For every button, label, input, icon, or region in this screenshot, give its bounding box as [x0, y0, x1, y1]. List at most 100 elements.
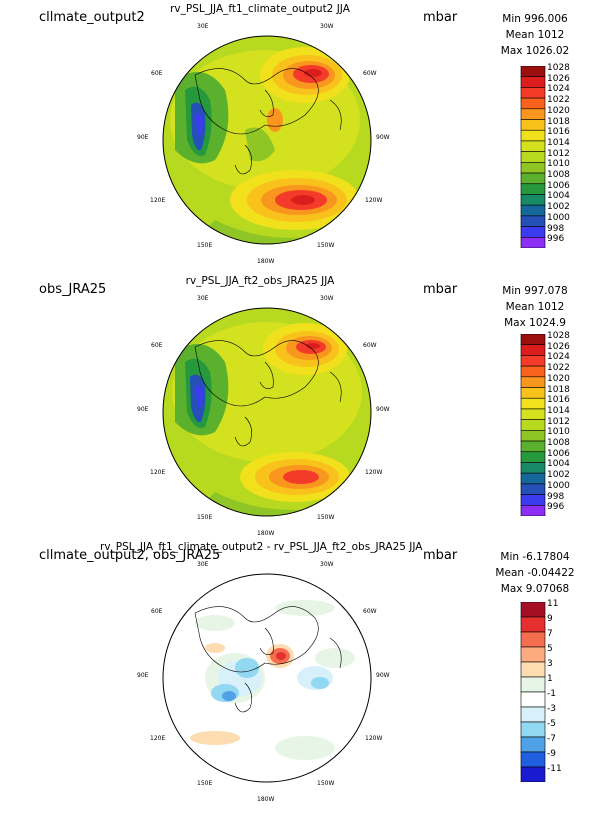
panel-climate-output2: cllmate_output2 rv_PSL_JJA_ft1_climate_o… — [0, 0, 606, 270]
stat-min: Min 996.006 — [502, 13, 568, 25]
colorbar-swatch — [520, 661, 546, 678]
colorbar-label: 5 — [547, 644, 553, 654]
stat-min: Min 997.078 — [502, 285, 568, 297]
panel-center-title: rv_PSL_JJA_ft1_climate_output2 JJA — [170, 3, 350, 15]
colorbar-label: 1016 — [547, 395, 570, 406]
colorbar-swatch — [520, 87, 546, 99]
panel-left-title: obs_JRA25 — [39, 282, 107, 297]
colorbar-swatch — [520, 376, 546, 388]
colorbar-label: 11 — [547, 599, 559, 609]
colorbar-swatch — [520, 76, 546, 88]
lon-label: 180W — [257, 796, 275, 803]
colorbar-label: 1004 — [547, 459, 570, 470]
colorbar-label: 1012 — [547, 416, 570, 427]
polar-map: 30E 30W 60E 60W 90E 90W 120E 120W 150E 1… — [137, 292, 390, 537]
lon-label: 30W — [320, 23, 334, 30]
colorbar-label: 1010 — [547, 427, 570, 438]
colorbar-swatch — [520, 140, 546, 152]
colorbar-label: 1004 — [547, 191, 570, 202]
colorbar-swatch — [520, 172, 546, 185]
panel-left-title: cllmate_output2, obs_JRA25 — [39, 548, 221, 563]
colorbar-swatch — [520, 355, 546, 367]
colorbar-swatch — [520, 365, 546, 378]
colorbar-swatch — [520, 162, 546, 174]
colorbar-label: -11 — [547, 764, 562, 774]
colorbar-label: 1008 — [547, 438, 570, 449]
colorbar-swatch — [520, 472, 546, 485]
colorbar-label: 1024 — [547, 352, 570, 363]
lon-label: 150E — [197, 780, 213, 787]
colorbar-swatch — [520, 440, 546, 453]
colorbar-swatch — [520, 494, 546, 506]
panel-stats: Min 996.006 Mean 1012 Max 1026.02 — [490, 11, 580, 59]
lon-label: 150W — [317, 780, 335, 787]
colorbar-label: 998 — [547, 491, 565, 502]
colorbar-swatches — [520, 334, 546, 516]
colorbar-swatch — [520, 721, 546, 738]
stat-max: Max 1026.02 — [500, 45, 570, 57]
lon-label: 90W — [376, 134, 390, 141]
colorbar-swatch — [520, 108, 546, 120]
colorbar-swatch — [520, 119, 546, 131]
colorbar-label: 1022 — [547, 95, 570, 106]
lon-label: 30W — [320, 295, 334, 302]
stat-min: Min -6.17804 — [500, 551, 570, 563]
colorbar-label: 1006 — [547, 448, 570, 459]
lon-label: 120W — [365, 197, 383, 204]
panel-center-title: rv_PSL_JJA_ft2_obs_JRA25 JJA — [185, 275, 335, 287]
colorbar-label: 1008 — [547, 170, 570, 181]
colorbar-swatches — [520, 66, 546, 248]
polar-map: 30E 30W 60E 60W 90E 90W 120E 120W 150E 1… — [137, 20, 390, 265]
colorbar-swatch — [520, 766, 546, 782]
colorbar-swatches — [520, 602, 546, 782]
colorbar-label: 7 — [547, 629, 553, 639]
colorbar-label: 9 — [547, 614, 553, 624]
lon-label: 120E — [150, 735, 166, 742]
stat-max: Max 1024.9 — [504, 317, 566, 329]
colorbar-swatch — [520, 344, 546, 356]
colorbar-label: -5 — [547, 719, 556, 729]
panel-stats: Min 997.078 Mean 1012 Max 1024.9 — [490, 283, 580, 331]
colorbar-label: 1012 — [547, 148, 570, 159]
lon-label: 60W — [363, 70, 377, 77]
stat-mean: Mean 1012 — [505, 301, 565, 313]
colorbar-label: 1002 — [547, 470, 570, 481]
colorbar-swatch — [520, 151, 546, 163]
panel-units: mbar — [423, 10, 458, 25]
lon-label: 120E — [150, 469, 166, 476]
colorbar-swatch — [520, 736, 546, 753]
colorbar-swatch — [520, 408, 546, 420]
lon-label: 90E — [137, 406, 149, 413]
panel-center-title: rv_PSL_JJA_ft1_climate_output2 - rv_PSL_… — [100, 541, 423, 553]
lon-label: 120W — [365, 469, 383, 476]
colorbar-label: 1006 — [547, 180, 570, 191]
stat-mean: Mean 1012 — [505, 29, 565, 41]
lon-label: 30W — [320, 561, 334, 568]
colorbar-swatch — [520, 183, 546, 195]
colorbar-label: 1000 — [547, 480, 570, 491]
colorbar-swatch — [520, 483, 546, 495]
colorbar-swatch — [520, 66, 546, 78]
colorbar-swatch — [520, 387, 546, 399]
colorbar-swatch — [520, 504, 546, 516]
lon-label: 90E — [137, 134, 149, 141]
colorbar-swatch — [520, 97, 546, 110]
colorbar-swatch — [520, 676, 546, 693]
colorbar-swatch — [520, 334, 546, 346]
colorbar-label: -7 — [547, 734, 556, 744]
lon-label: 150W — [317, 514, 335, 521]
lon-label: 60E — [151, 342, 163, 349]
colorbar-label: 1028 — [547, 63, 570, 73]
colorbar-label: -3 — [547, 704, 556, 714]
colorbar-swatch — [520, 397, 546, 410]
colorbar-swatch — [520, 419, 546, 431]
colorbar-swatch — [520, 451, 546, 463]
colorbar-label: 1 — [547, 674, 553, 684]
colorbar-swatch — [520, 691, 546, 708]
colorbar-label: 1020 — [547, 373, 570, 384]
colorbar-swatch — [520, 602, 546, 618]
colorbar-swatch — [520, 215, 546, 227]
colorbar-label: 996 — [547, 502, 565, 513]
colorbar-label: 1014 — [547, 405, 570, 416]
colorbar-swatch — [520, 194, 546, 206]
